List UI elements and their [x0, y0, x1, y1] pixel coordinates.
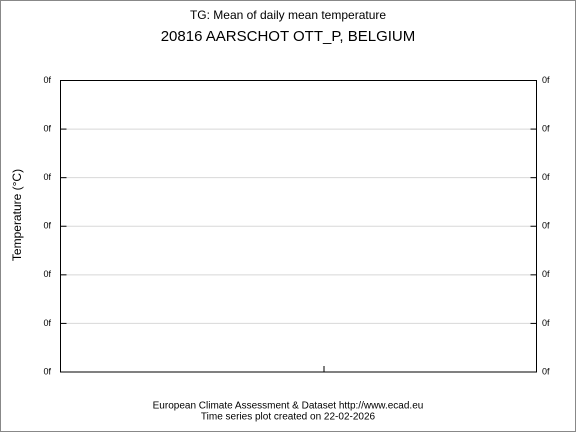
y2-tick-label: 0f	[542, 269, 550, 279]
y2-tick-label: 0f	[542, 366, 550, 376]
y2-tick-label: 0f	[542, 75, 550, 85]
chart-subtitle: 20816 AARSCHOT OTT_P, BELGIUM	[161, 28, 416, 45]
footer-line: European Climate Assessment & Dataset ht…	[153, 401, 424, 412]
y-tick-label: 0f	[43, 75, 51, 85]
y-tick-label: 0f	[43, 269, 51, 279]
grid	[60, 128, 537, 324]
y-tick-label: 0f	[43, 123, 51, 133]
y-tick-label: 0f	[43, 366, 51, 376]
chart-title: TG: Mean of daily mean temperature	[190, 8, 386, 22]
y2-tick-label: 0f	[542, 123, 550, 133]
footer-line: Time series plot created on 22-02-2026	[201, 412, 376, 423]
y-tick-label: 0f	[43, 318, 51, 328]
y2-tick-label: 0f	[542, 172, 550, 182]
y-tick-label: 0f	[43, 172, 51, 182]
y2-tick-label: 0f	[542, 221, 550, 231]
y-axis-label: Temperature (°C)	[10, 169, 24, 261]
y2-tick-label: 0f	[542, 318, 550, 328]
y-tick-label: 0f	[43, 221, 51, 231]
